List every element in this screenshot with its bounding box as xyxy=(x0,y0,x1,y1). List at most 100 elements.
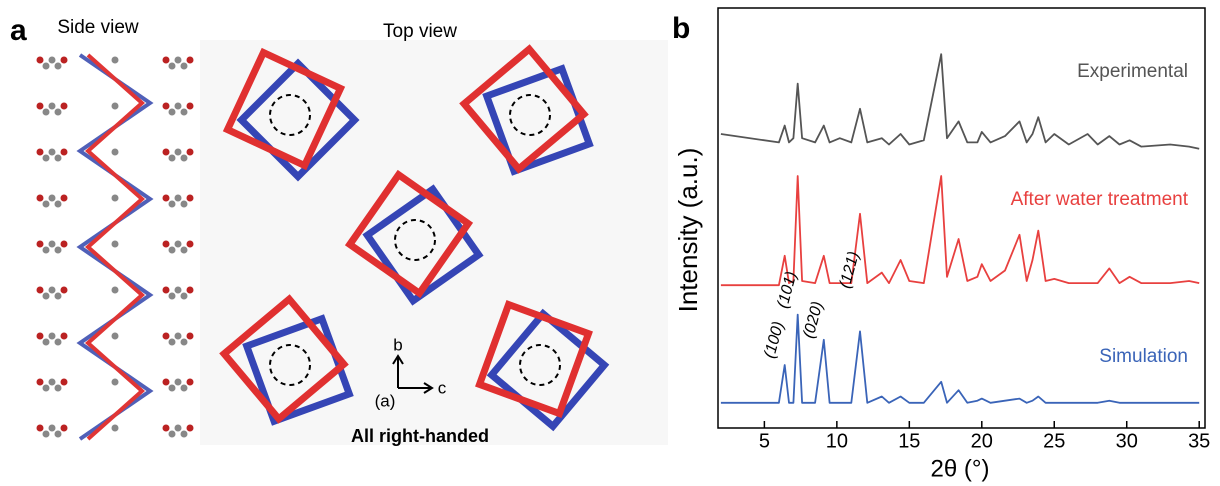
atom xyxy=(169,201,176,208)
atom xyxy=(181,431,188,438)
atom xyxy=(163,149,170,156)
axis-label: b xyxy=(393,335,402,354)
atom xyxy=(169,293,176,300)
atom xyxy=(187,241,194,248)
peak-index: (121) xyxy=(837,250,863,290)
peak-index: (020) xyxy=(800,300,826,340)
atom xyxy=(112,149,119,156)
atom xyxy=(55,431,62,438)
atom xyxy=(163,287,170,294)
atom xyxy=(175,333,182,340)
atom xyxy=(37,333,44,340)
chart: b 2θ (°) Intensity (a.u.) 5101520253035E… xyxy=(672,8,1210,482)
atom xyxy=(187,195,194,202)
peak-index: (100) xyxy=(761,320,787,360)
atom xyxy=(112,103,119,110)
figure: a Side view Top view All right-handed b … xyxy=(0,0,1220,486)
atom xyxy=(55,109,62,116)
atom xyxy=(43,63,50,70)
atom xyxy=(187,287,194,294)
side-view-title: Side view xyxy=(57,17,139,38)
top-view-title: Top view xyxy=(383,21,457,42)
atom xyxy=(37,103,44,110)
atom xyxy=(187,57,194,64)
atom xyxy=(61,241,68,248)
x-tick-label: 30 xyxy=(1116,430,1138,452)
x-tick-label: 25 xyxy=(1043,430,1065,452)
atom xyxy=(55,293,62,300)
atom xyxy=(49,195,56,202)
atom xyxy=(37,241,44,248)
atom xyxy=(181,201,188,208)
atom xyxy=(112,241,119,248)
atom xyxy=(169,109,176,116)
atom xyxy=(37,379,44,386)
atom xyxy=(61,57,68,64)
atom xyxy=(37,195,44,202)
panel-label: b xyxy=(672,12,690,45)
atom xyxy=(175,57,182,64)
atom xyxy=(175,241,182,248)
atom xyxy=(43,293,50,300)
x-tick-label: 10 xyxy=(826,430,848,452)
y-axis-label: Intensity (a.u.) xyxy=(673,148,703,313)
atom xyxy=(187,425,194,432)
atom xyxy=(181,155,188,162)
atom xyxy=(49,287,56,294)
atom xyxy=(61,379,68,386)
atom xyxy=(55,339,62,346)
atom xyxy=(187,103,194,110)
atom xyxy=(175,195,182,202)
atom xyxy=(112,195,119,202)
x-tick-label: 20 xyxy=(971,430,993,452)
atom xyxy=(112,425,119,432)
atom xyxy=(175,425,182,432)
atom xyxy=(175,379,182,386)
x-tick-label: 15 xyxy=(898,430,920,452)
atom xyxy=(37,287,44,294)
axis-label: c xyxy=(438,378,447,397)
atom xyxy=(181,247,188,254)
atom xyxy=(163,333,170,340)
caption: All right-handed xyxy=(351,426,489,446)
atom xyxy=(163,379,170,386)
atom xyxy=(169,339,176,346)
atom xyxy=(169,63,176,70)
atom xyxy=(169,431,176,438)
atom xyxy=(169,247,176,254)
atom xyxy=(175,149,182,156)
atom xyxy=(112,57,119,64)
atom xyxy=(181,339,188,346)
atom xyxy=(37,149,44,156)
atom xyxy=(49,57,56,64)
atom xyxy=(55,155,62,162)
series-label: Experimental xyxy=(1077,61,1188,82)
atom xyxy=(55,201,62,208)
atom xyxy=(181,385,188,392)
atom xyxy=(55,63,62,70)
atom xyxy=(169,155,176,162)
atom xyxy=(43,109,50,116)
atom xyxy=(187,333,194,340)
atom xyxy=(43,385,50,392)
x-axis-label: 2θ (°) xyxy=(931,455,990,482)
atom xyxy=(49,425,56,432)
atom xyxy=(43,201,50,208)
atom xyxy=(112,333,119,340)
atom xyxy=(43,339,50,346)
atom xyxy=(163,103,170,110)
atom xyxy=(49,103,56,110)
peak-index: (101) xyxy=(774,270,800,310)
atom xyxy=(163,57,170,64)
atom xyxy=(187,149,194,156)
x-tick-label: 5 xyxy=(759,430,770,452)
atom xyxy=(112,287,119,294)
atom xyxy=(49,241,56,248)
atom xyxy=(37,425,44,432)
atom xyxy=(49,149,56,156)
atom xyxy=(187,379,194,386)
atom xyxy=(61,287,68,294)
atom xyxy=(43,247,50,254)
atom xyxy=(61,149,68,156)
atom xyxy=(175,287,182,294)
